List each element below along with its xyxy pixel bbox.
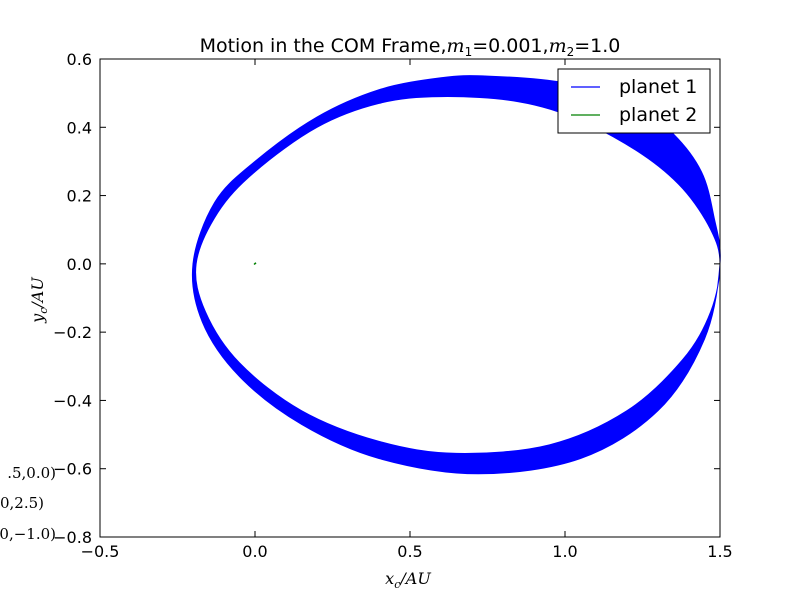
x-tick-label: 1.5	[707, 542, 732, 561]
y-axis-label: yc/AU	[28, 277, 50, 324]
clipped-annotation-3: 0,−1.0)	[0, 525, 56, 543]
chart-title: Motion in the COM Frame,m1=0.001,m2=1.0	[200, 35, 621, 59]
y-tick-label: −0.4	[53, 391, 92, 410]
x-tick-label: 0.5	[397, 542, 422, 561]
y-tick-label: 0.0	[67, 255, 92, 274]
y-tick-label: −0.8	[53, 528, 92, 547]
series-planet-2-orbit	[253, 262, 257, 266]
x-tick-label: 0.0	[242, 542, 267, 561]
legend: planet 1 planet 2	[557, 68, 711, 134]
tick-layer: −0.5 0.0 0.5 1.0 1.5 −0.8 −0.6 −0.4 −0.2 0.0 0.2 0.…	[53, 50, 733, 561]
clipped-left-annotations: .5,0.0) 0,2.5) 0,−1.0)	[0, 464, 56, 543]
y-tick-label: −0.2	[53, 323, 92, 342]
y-tick-label: −0.6	[53, 460, 92, 479]
clipped-annotation-1: .5,0.0)	[7, 464, 56, 482]
clipped-annotation-2: 0,2.5)	[0, 494, 44, 512]
x-tick-label: 1.0	[552, 542, 577, 561]
legend-label-planet-2: planet 2	[619, 104, 697, 126]
y-tick-label: 0.4	[67, 118, 92, 137]
x-tick-label: −0.5	[81, 542, 120, 561]
x-axis-label: xc/AU	[385, 569, 431, 591]
y-tick-label: 0.2	[67, 187, 92, 206]
legend-label-planet-1: planet 1	[619, 76, 697, 98]
legend-box	[557, 68, 711, 134]
y-tick-label: 0.6	[67, 50, 92, 69]
